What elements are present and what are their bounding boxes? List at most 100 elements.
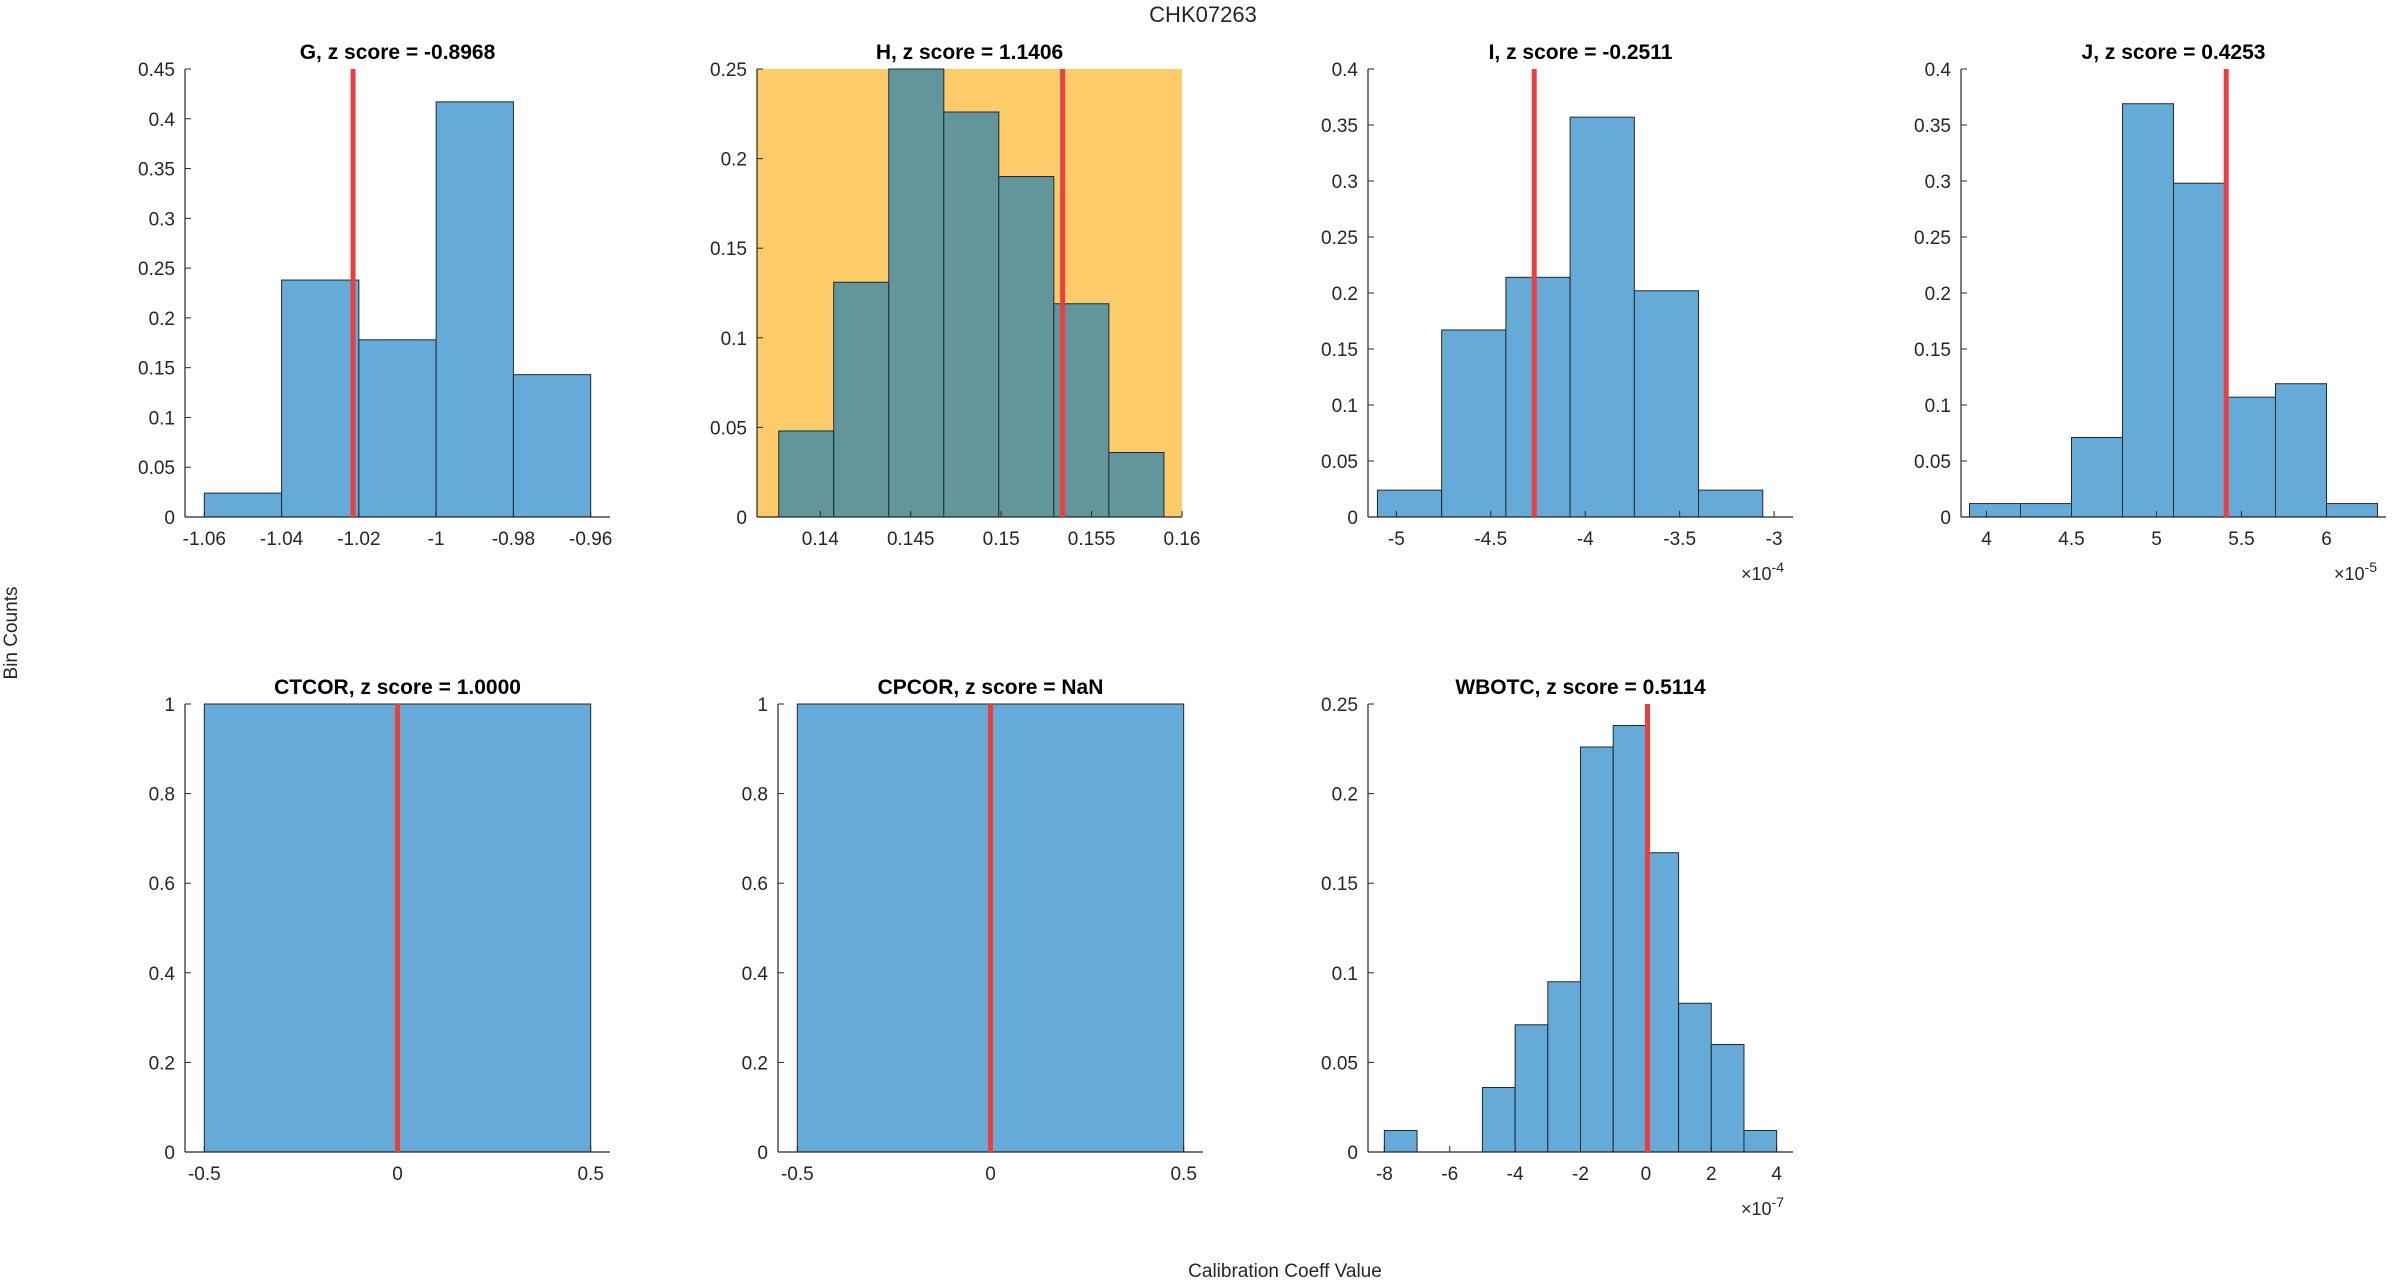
subplot-4: 0 0.05 0.1 0.15 0.2 0.25 0.3 0.35 0.4 4 4.5 5 5.5 6 J,… [1914, 41, 2386, 584]
x-exponent-label: ×10-7 [1741, 1194, 1784, 1219]
histogram-bar [1569, 116, 1635, 518]
histogram-bar [1633, 290, 1700, 518]
x-tick-label: 0.14 [802, 529, 839, 550]
x-tick-label: -1.02 [337, 529, 380, 550]
y-tick-label: 0 [1347, 508, 1358, 529]
y-tick-label: 0 [757, 1143, 768, 1164]
histogram-bar [2275, 383, 2327, 518]
subplot-title: CTCOR, z score = 1.0000 [274, 676, 521, 699]
y-tick-label: 0.35 [1914, 116, 1951, 137]
x-tick-label: -3.5 [1663, 529, 1696, 550]
y-tick-label: 0.25 [138, 259, 175, 280]
figure-ylabel: Bin Counts [1, 587, 22, 680]
y-tick-label: 0.3 [149, 209, 175, 230]
y-tick-label: 0.4 [1925, 60, 1952, 81]
y-tick-label: 0.25 [1914, 228, 1951, 249]
histogram-bar [358, 339, 437, 518]
y-tick-label: 0.1 [1332, 964, 1358, 985]
y-tick-label: 0.15 [1914, 340, 1951, 361]
x-exponent-label: ×10-4 [1741, 559, 1784, 584]
histogram-bar [1645, 852, 1680, 1153]
x-tick-label: 5.5 [2228, 529, 2254, 550]
y-tick-label: 0 [1940, 508, 1951, 529]
y-tick-label: 0.6 [149, 874, 175, 895]
y-tick-label: 0.1 [149, 408, 175, 429]
histogram-bar [2224, 396, 2276, 518]
x-tick-label: 4 [1981, 529, 1992, 550]
y-tick-label: 0.1 [721, 329, 747, 350]
y-tick-label: 0.25 [1321, 695, 1358, 716]
subplot-title: I, z score = -0.2511 [1489, 41, 1673, 64]
subplot-title: H, z score = 1.1406 [876, 41, 1063, 64]
histogram-bar [2122, 103, 2174, 518]
histogram-bar [833, 281, 890, 518]
histogram-bar [778, 430, 835, 518]
histogram-bar [1710, 1043, 1745, 1153]
y-tick-label: 0.2 [149, 1053, 175, 1074]
subplot-title: WBOTC, z score = 0.5114 [1455, 676, 1706, 699]
x-tick-label: -4 [1507, 1164, 1524, 1185]
histogram-bar [2020, 503, 2072, 518]
x-tick-label: 0 [392, 1164, 403, 1185]
subplot-grid: 00.050.10.150.20.250.30.350.40.45-1.06 -1… [138, 41, 2386, 1219]
subplot-1: 0 0.05 0.1 0.15 0.2 0.25 0.3 0.35 0.4 0.45 -1.06 -1… [138, 41, 612, 550]
x-tick-label: 4 [1771, 1164, 1782, 1185]
y-tick-label: 0.1 [1925, 396, 1951, 417]
histogram-bar [1678, 1002, 1712, 1153]
y-tick-label: 0.8 [149, 785, 175, 806]
figure-xlabel: Calibration Coeff Value [1188, 1261, 1382, 1281]
histogram-bar [435, 101, 514, 518]
y-tick-label: 0.2 [1332, 785, 1358, 806]
x-tick-label: 2 [1706, 1164, 1717, 1185]
x-tick-label: 6 [2321, 529, 2332, 550]
x-tick-label: 0.5 [577, 1164, 603, 1185]
x-tick-label: -4.5 [1474, 529, 1507, 550]
y-tick-label: 0 [736, 508, 747, 529]
histogram-bar [2071, 436, 2123, 518]
y-tick-label: 0.15 [1321, 874, 1358, 895]
x-tick-label: -8 [1376, 1164, 1393, 1185]
x-tick-label: 0.5 [1170, 1164, 1196, 1185]
histogram-bar [1441, 329, 1507, 518]
x-tick-label: 0.16 [1164, 529, 1201, 550]
x-tick-label: 0.145 [887, 529, 935, 550]
x-tick-label: -2 [1572, 1164, 1589, 1185]
y-tick-label: 0.05 [1914, 452, 1951, 473]
y-tick-label: 0.15 [138, 359, 175, 380]
x-tick-label: -4 [1577, 529, 1594, 550]
y-tick-label: 0.15 [710, 239, 747, 260]
y-tick-label: 0.35 [1321, 116, 1358, 137]
y-tick-label: 0.2 [721, 150, 747, 171]
histogram-bar [1547, 981, 1582, 1153]
y-tick-label: 0 [164, 508, 175, 529]
y-tick-label: 0.2 [1925, 284, 1951, 305]
y-tick-label: 0.4 [1332, 60, 1359, 81]
x-tick-label: -6 [1441, 1164, 1458, 1185]
y-tick-label: 0.2 [742, 1053, 768, 1074]
subplot-title: CPCOR, z score = NaN [878, 676, 1104, 699]
histogram-bar [2173, 182, 2225, 518]
histogram-bar [1743, 1129, 1778, 1153]
histogram-bar [1612, 725, 1647, 1153]
histogram-bar [1580, 746, 1614, 1153]
y-tick-label: 0.05 [138, 458, 175, 479]
histogram-bar [203, 492, 283, 518]
y-tick-label: 0.35 [138, 160, 175, 181]
y-tick-label: 0.3 [1332, 172, 1358, 193]
histogram-bar [943, 111, 1000, 518]
x-tick-label: 4.5 [2058, 529, 2084, 550]
histogram-bar [1698, 489, 1764, 518]
y-tick-label: 0.4 [149, 964, 176, 985]
subplot-title: J, z score = 0.4253 [2082, 41, 2266, 64]
y-tick-label: 0.1 [1332, 396, 1358, 417]
y-tick-label: 1 [757, 695, 768, 716]
histogram-bar [998, 176, 1055, 518]
y-tick-label: 0.45 [138, 60, 175, 81]
x-tick-label: 5 [2151, 529, 2162, 550]
x-tick-label: -5 [1388, 529, 1405, 550]
x-tick-label: -0.5 [188, 1164, 221, 1185]
histogram-bar [888, 68, 945, 518]
x-tick-label: -3 [1766, 529, 1783, 550]
y-tick-label: 0.25 [1321, 228, 1358, 249]
